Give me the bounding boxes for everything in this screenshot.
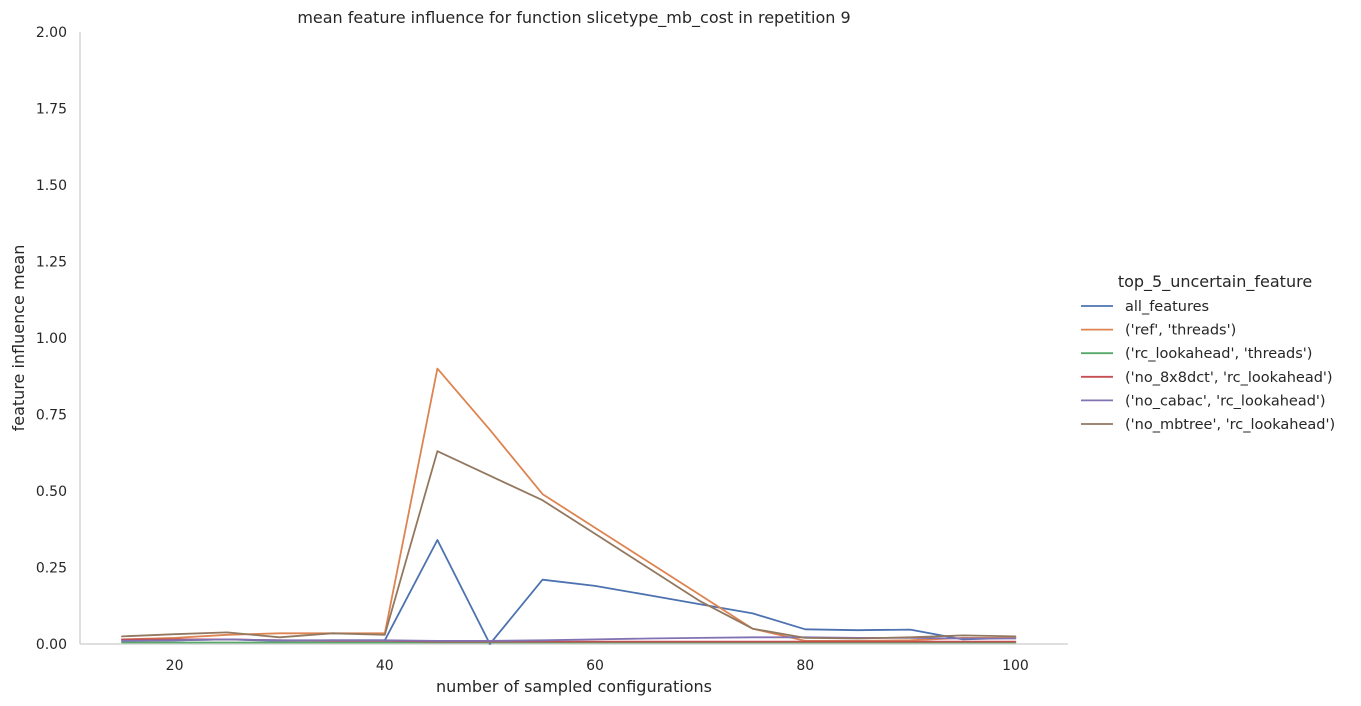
x-tick-labels: 20 40 60 80 100 — [166, 658, 1029, 674]
x-axis-label: number of sampled configurations — [436, 677, 712, 696]
legend-label: ('no_8x8dct', 'rc_lookahead') — [1125, 370, 1333, 386]
legend-title: top_5_uncertain_feature — [1118, 272, 1312, 292]
series-line — [121, 539, 1017, 645]
x-tick-label: 80 — [796, 658, 814, 674]
y-tick-label: 1.25 — [36, 255, 67, 271]
y-tick-label: 0.50 — [36, 484, 67, 500]
series-lines — [121, 367, 1017, 645]
y-tick-label: 0.25 — [36, 561, 67, 577]
y-tick-labels: 0.00 0.25 0.50 0.75 1.00 1.25 1.50 1.75 2.00 — [36, 25, 67, 653]
x-tick-label: 100 — [1002, 658, 1029, 674]
y-tick-label: 1.50 — [36, 178, 67, 194]
x-tick-label: 60 — [586, 658, 604, 674]
y-tick-label: 2.00 — [36, 25, 67, 41]
legend-label: ('no_cabac', 'rc_lookahead') — [1125, 393, 1326, 409]
x-tick-label: 40 — [376, 658, 394, 674]
x-tick-label: 20 — [166, 658, 184, 674]
series-line — [121, 367, 1017, 642]
legend-label: all_features — [1125, 299, 1209, 315]
legend-label: ('ref', 'threads') — [1125, 323, 1236, 339]
legend-items: all_features ('ref', 'threads') ('rc_looka… — [1081, 299, 1335, 433]
legend-label: ('rc_lookahead', 'threads') — [1125, 346, 1312, 362]
series-line — [121, 450, 1017, 640]
y-tick-label: 1.75 — [36, 102, 67, 118]
legend-label: ('no_mbtree', 'rc_lookahead') — [1125, 417, 1335, 433]
axes — [79, 32, 1068, 645]
y-axis-label: feature influence mean — [9, 245, 28, 432]
chart-title: mean feature influence for function slic… — [297, 8, 850, 28]
y-tick-label: 0.00 — [36, 637, 67, 653]
y-tick-label: 0.75 — [36, 408, 67, 424]
y-tick-label: 1.00 — [36, 331, 67, 347]
legend: top_5_uncertain_feature all_features ('re… — [1081, 272, 1335, 433]
